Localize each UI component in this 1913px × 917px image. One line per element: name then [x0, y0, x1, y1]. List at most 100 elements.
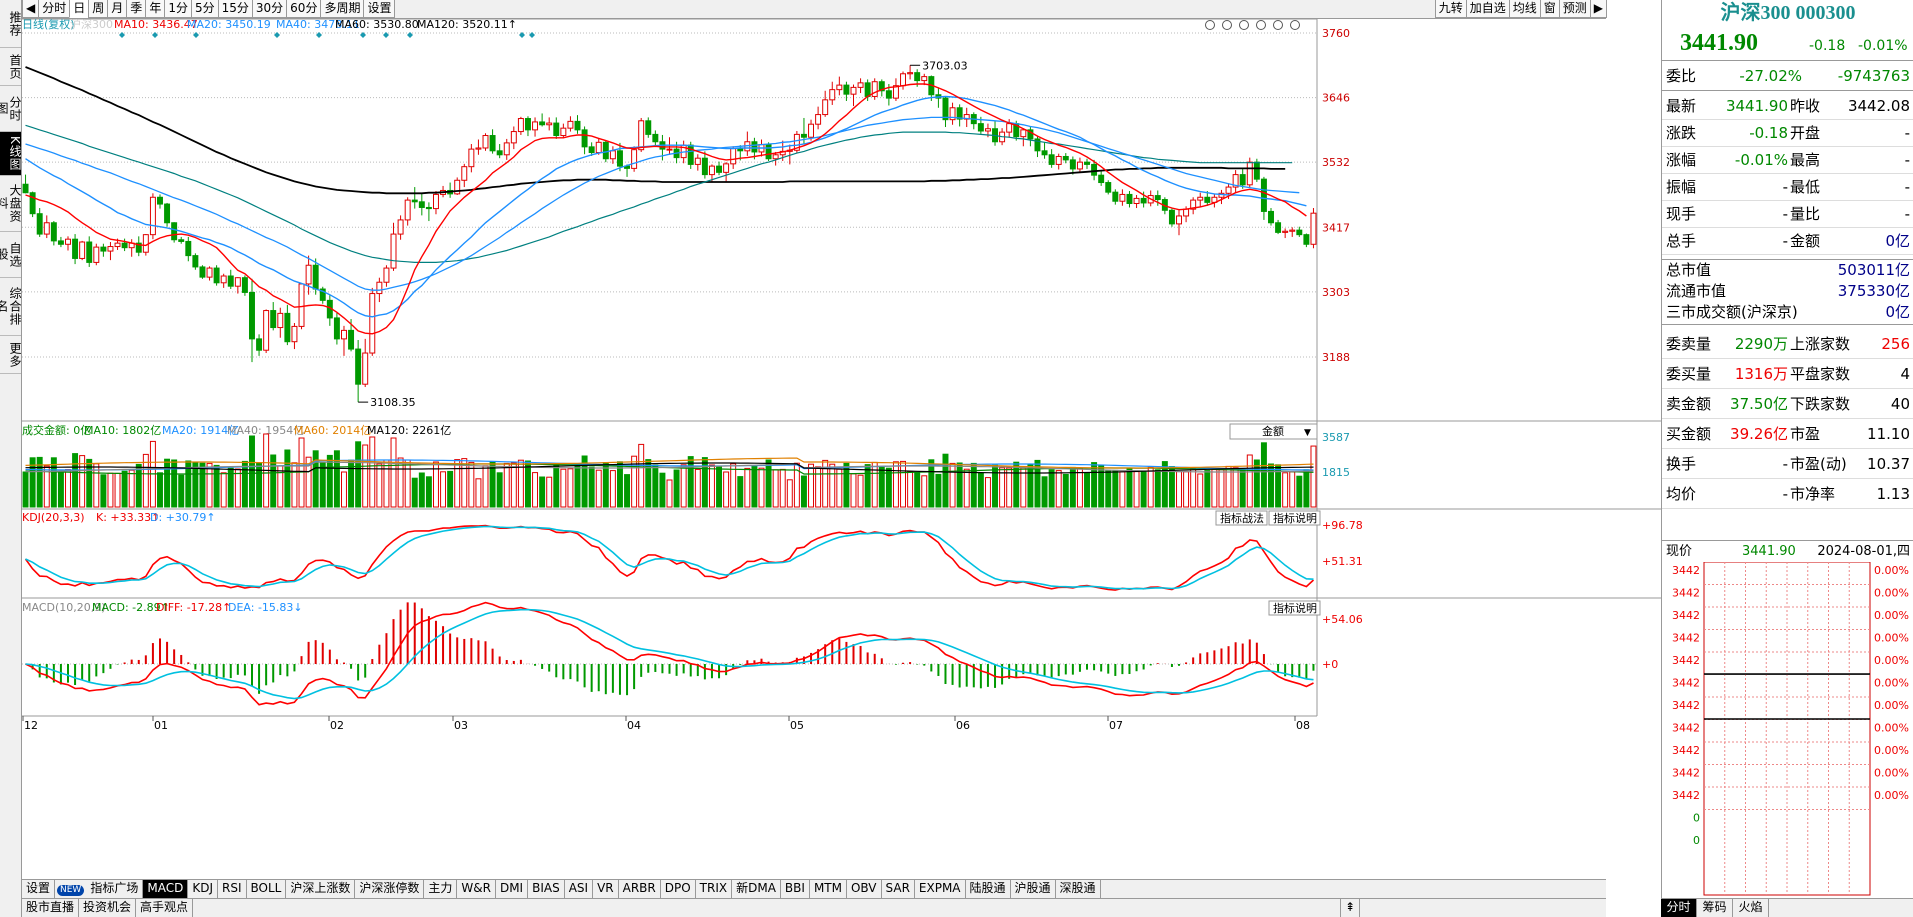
indicator-tab-25[interactable]: 沪股通: [1011, 880, 1056, 898]
kdj-legend-item: K: +33.33↑: [96, 511, 160, 524]
indicator-tab-22[interactable]: SAR: [882, 880, 915, 898]
period-tab-4[interactable]: 季: [126, 0, 147, 18]
indicator-tab-18[interactable]: 新DMA: [732, 880, 781, 898]
candle-body: [956, 107, 963, 120]
tool-tab-3[interactable]: 窗: [1539, 0, 1560, 18]
candle-body: [241, 277, 248, 293]
prev-icon[interactable]: ◀: [22, 0, 40, 18]
mini-tab-2[interactable]: 火焰: [1733, 899, 1769, 917]
left-tab-6[interactable]: 综合排名: [0, 278, 22, 336]
mini-tab-1[interactable]: 筹码: [1697, 899, 1733, 917]
kdj-button-1[interactable]: 指标说明: [1268, 510, 1321, 526]
candle: [666, 137, 673, 155]
volume-bar: [383, 459, 390, 508]
indicator-tab-16[interactable]: DPO: [661, 880, 696, 898]
link-tab-1[interactable]: 投资机会: [79, 899, 137, 917]
indicator-tab-6[interactable]: BOLL: [247, 880, 287, 898]
period-tab-9[interactable]: 30分: [251, 0, 288, 18]
period-tab-11[interactable]: 多周期: [320, 0, 365, 18]
period-tab-1[interactable]: 日: [69, 0, 90, 18]
volume-bar: [730, 463, 737, 508]
volume-selector[interactable]: 金额 ▼: [1229, 423, 1318, 440]
mini-intraday[interactable]: 现价 3441.90 2024-08-01,四 3442 3442 3442 3442 344…: [1662, 540, 1913, 898]
indicator-tab-17[interactable]: TRIX: [696, 880, 733, 898]
indicator-tab-19[interactable]: BBI: [781, 880, 810, 898]
indicator-tab-15[interactable]: ARBR: [619, 880, 661, 898]
mini-price: 3441.90: [1742, 544, 1796, 559]
left-tab-2[interactable]: 分时图: [0, 86, 22, 132]
quote-label2: 开盘: [1790, 124, 1821, 142]
kdj-button-0[interactable]: 指标战法: [1215, 510, 1268, 526]
link-tab-0[interactable]: 股市直播: [22, 899, 80, 917]
link-tab-2[interactable]: 高手观点: [136, 899, 194, 917]
candle-body: [86, 241, 93, 263]
indicator-tab-5[interactable]: RSI: [218, 880, 247, 898]
period-tab-10[interactable]: 60分: [286, 0, 322, 18]
tool-tab-2[interactable]: 均线: [1508, 0, 1541, 18]
mini-tabs: 分时 筹码 火焰: [1661, 898, 1913, 917]
period-tab-2[interactable]: 周: [88, 0, 109, 18]
indicator-tab-8[interactable]: 沪深涨停数: [355, 880, 425, 898]
period-tab-6[interactable]: 1分: [164, 0, 192, 18]
tool-tab-4[interactable]: 预测: [1558, 0, 1591, 18]
indicator-tab-2[interactable]: 指标广场: [86, 880, 144, 898]
candle-body: [1140, 197, 1147, 204]
indicator-tab-21[interactable]: OBV: [847, 880, 882, 898]
mini-tab-0[interactable]: 分时: [1661, 899, 1697, 917]
period-tab-8[interactable]: 15分: [217, 0, 253, 18]
candle: [157, 194, 163, 209]
candle: [220, 273, 227, 288]
candle: [1126, 191, 1133, 208]
scroll-top-icon[interactable]: ⇞: [1339, 899, 1360, 917]
eye-icon[interactable]: [1205, 20, 1215, 30]
period-tab-12[interactable]: 设置: [363, 0, 396, 18]
indicator-tab-7[interactable]: 沪深上涨数: [286, 880, 356, 898]
left-tab-1[interactable]: 首页: [0, 48, 22, 86]
candle: [574, 115, 581, 134]
candle: [793, 130, 800, 154]
indicator-tab-20[interactable]: MTM: [810, 880, 847, 898]
macd-help-button[interactable]: 指标说明: [1268, 600, 1321, 616]
indicator-tab-10[interactable]: W&R: [457, 880, 496, 898]
period-tab-7[interactable]: 5分: [190, 0, 219, 18]
zoom-out-icon[interactable]: [1290, 20, 1300, 30]
quote-row-5: 总手 - 金额 0亿: [1662, 228, 1913, 255]
indicator-tab-12[interactable]: BIAS: [528, 880, 565, 898]
left-tab-5[interactable]: 自选股: [0, 232, 22, 278]
next-icon[interactable]: ▶: [1589, 0, 1607, 18]
main-chart-area[interactable]: 3760 3646 3532 3417 3303 3188 3703.03 3108.35 日线…: [22, 19, 1661, 879]
mini-pct-tick: 0.00%: [1874, 722, 1909, 735]
scissors-icon-shape: [1239, 20, 1249, 30]
macd-diff-line: [25, 601, 1314, 706]
left-tab-7[interactable]: 更多: [0, 336, 22, 374]
indicator-tab-4[interactable]: KDJ: [188, 880, 218, 898]
period-tab-5[interactable]: 年: [145, 0, 166, 18]
indicator-tab-23[interactable]: EXPMA: [915, 880, 966, 898]
indicator-tab-0[interactable]: 设置: [22, 880, 56, 898]
scissors-icon[interactable]: [1239, 20, 1249, 30]
period-tab-0[interactable]: 分时: [38, 0, 71, 18]
undo-icon[interactable]: [1222, 20, 1232, 30]
indicator-tab-11[interactable]: DMI: [496, 880, 529, 898]
candle-body: [694, 157, 701, 165]
quote-label2: 金额: [1790, 232, 1821, 250]
indicator-tab-26[interactable]: 深股通: [1056, 880, 1101, 898]
indicator-tab-13[interactable]: ASI: [565, 880, 594, 898]
left-tab-0[interactable]: 推荐: [0, 0, 22, 48]
candle: [956, 104, 963, 127]
indicator-tab-9[interactable]: 主力: [424, 880, 458, 898]
volume-bar: [1253, 459, 1260, 508]
tool-tab-1[interactable]: 加自选: [1465, 0, 1510, 18]
indicator-tab-24[interactable]: 陆股通: [966, 880, 1011, 898]
tool-tab-0[interactable]: 九转: [1434, 0, 1467, 18]
left-tab-3[interactable]: K线图: [0, 132, 22, 176]
left-tab-4[interactable]: 大盘资料: [0, 176, 22, 232]
indicator-tab-3[interactable]: MACD: [143, 880, 189, 898]
lock-icon[interactable]: [1256, 20, 1266, 30]
volume-bar: [850, 473, 857, 508]
volume-bar: [914, 472, 921, 508]
period-tab-3[interactable]: 月: [107, 0, 128, 18]
zoom-in-icon[interactable]: [1273, 20, 1283, 30]
indicator-tab-14[interactable]: VR: [593, 880, 619, 898]
volume-bar: [291, 462, 298, 508]
